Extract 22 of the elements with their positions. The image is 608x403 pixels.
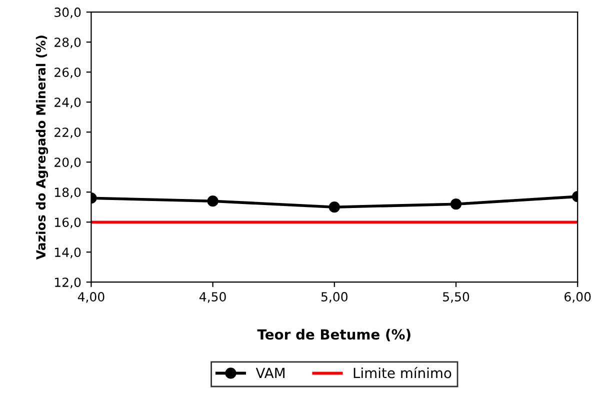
y-axis-title: Vazios do Agregado Mineral (%)	[36, 36, 48, 260]
point	[207, 196, 218, 207]
legend-label: Limite mínimo	[354, 366, 452, 378]
y-tick-label: 22,0	[54, 128, 81, 138]
y-tick-label: 14,0	[55, 248, 81, 258]
x-tick-label: 5,50	[443, 292, 470, 303]
x-tick-label: 4,00	[78, 292, 104, 303]
point	[328, 202, 340, 213]
x-axis-title: Teor de Betume (%)	[257, 328, 410, 342]
x-tick-label: 5,00	[321, 292, 348, 303]
y-tick-label: 30,0	[54, 8, 81, 18]
x-tick-label: 6,00	[564, 292, 591, 303]
y-tick-label: 18,0	[55, 188, 81, 198]
x-tick-label: 4,50	[199, 292, 226, 303]
y-tick-label: 16,0	[55, 218, 81, 228]
y-tick-label: 26,0	[54, 68, 81, 78]
legend-label: VAM	[256, 368, 284, 378]
y-tick-label: 20,0	[54, 158, 81, 168]
y-tick-label: 12,0	[55, 278, 81, 288]
y-tick-label: 28,0	[54, 38, 81, 48]
point	[450, 198, 462, 210]
y-tick-label: 24,0	[54, 98, 81, 108]
